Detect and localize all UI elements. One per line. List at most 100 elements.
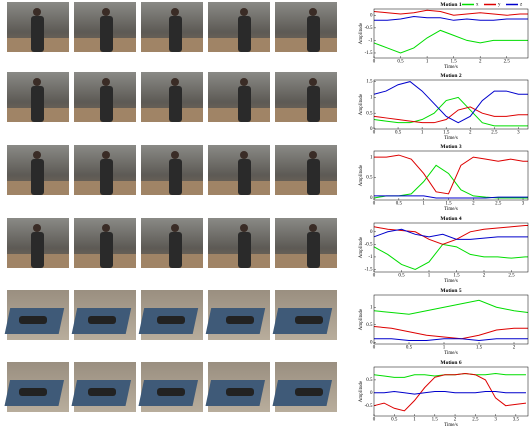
video-frame (4, 290, 69, 340)
x-tick-label: 0.5 (397, 60, 404, 65)
motion-chart: Motion 6 0 0.5 1 1.5 2 2.5 3 3.5 -0.5 0 0.5 Time/s Am… (359, 360, 529, 426)
person-head (171, 224, 179, 232)
y-axis-label: Amplitude (359, 236, 364, 258)
person-head (240, 224, 248, 232)
person-head (102, 151, 110, 159)
video-frame (4, 362, 69, 412)
x-tick-label: 3 (522, 202, 525, 207)
x-axis-label: Time/s (444, 136, 458, 141)
video-frame (205, 290, 270, 340)
video-frame (141, 218, 203, 268)
data-line (373, 29, 528, 54)
x-tick-label: 3 (517, 131, 520, 136)
x-tick-label: 1.5 (443, 131, 450, 136)
video-frame (275, 2, 337, 52)
x-tick-label: 0.5 (406, 346, 413, 351)
video-frame (208, 2, 270, 52)
y-tick-label: 0.5 (366, 176, 373, 181)
data-line (373, 96, 528, 127)
y-tick-label: 0 (370, 340, 373, 345)
data-line (373, 299, 529, 315)
y-tick-label: 0.5 (366, 378, 373, 383)
plot-frame (373, 8, 529, 59)
x-tick-label: 2.5 (495, 202, 502, 207)
person-body (169, 86, 182, 122)
chart-title: Motion 6 (440, 360, 461, 366)
data-line (374, 390, 526, 395)
data-line (374, 338, 528, 342)
motion-chart: Motion 1 0 0.5 1 1.5 2 2.5 -1.5 -1 -0.5 0 Time/s Amp… (359, 2, 529, 70)
x-tick-label: 0 (373, 131, 376, 136)
video-frame (74, 72, 136, 122)
chart-title: Motion 3 (440, 144, 461, 150)
person (226, 316, 254, 324)
x-tick-label: 2 (513, 346, 516, 351)
y-tick-label: -0.5 (365, 26, 373, 31)
data-line (374, 16, 528, 21)
person-body (100, 232, 113, 268)
y-axis-label: Amplitude (359, 22, 364, 44)
person-body (238, 16, 251, 52)
x-axis-label: Time/s (444, 423, 458, 426)
video-frame (141, 145, 203, 195)
person-head (33, 224, 41, 232)
x-tick-label: 1.5 (432, 418, 439, 423)
person-body (307, 159, 320, 195)
person-head (309, 224, 317, 232)
x-tick-label: 1 (428, 274, 431, 279)
person-body (100, 159, 113, 195)
person-head (240, 78, 248, 86)
person-head (33, 151, 41, 159)
person-head (33, 8, 41, 16)
person-head (309, 151, 317, 159)
video-frame (71, 290, 136, 340)
person-body (31, 159, 44, 195)
video-frame (205, 362, 270, 412)
person-body (100, 16, 113, 52)
video-frame (141, 2, 203, 52)
data-line (373, 225, 528, 245)
y-tick-label: 0.5 (366, 323, 373, 328)
y-tick-label: 0 (370, 13, 373, 18)
y-axis-label: Amplitude (359, 93, 364, 115)
video-frame (275, 218, 337, 268)
motion-chart: Motion 4 0 0.5 1 1.5 2 2.5 -1.5 -1 -0.5 0 Time/s Amp… (359, 216, 529, 284)
person-head (102, 224, 110, 232)
y-tick-label: 0 (370, 391, 373, 396)
video-frame (74, 145, 136, 195)
x-tick-label: 0.5 (391, 418, 398, 423)
y-tick-label: -1.5 (365, 51, 373, 56)
person-body (31, 232, 44, 268)
person-body (31, 86, 44, 122)
plot-frame (373, 79, 529, 130)
data-line (373, 9, 528, 16)
y-tick-label: -0.5 (365, 404, 373, 409)
video-frame (7, 2, 69, 52)
person (88, 316, 116, 324)
x-tick-label: 0 (373, 418, 376, 423)
video-frame (275, 72, 337, 122)
legend-label: y (498, 3, 501, 8)
video-frame (138, 362, 203, 412)
y-tick-label: 0 (370, 196, 373, 201)
x-tick-label: 1 (421, 131, 424, 136)
y-tick-label: -0.5 (365, 242, 373, 247)
person-body (31, 16, 44, 52)
person-head (171, 78, 179, 86)
video-frame (208, 145, 270, 195)
data-line (373, 326, 528, 340)
person (19, 388, 47, 396)
x-axis-label: Time/s (444, 351, 458, 356)
x-tick-label: 0 (373, 274, 376, 279)
motion-chart: Motion 3 0 0.5 1 1.5 2 2.5 3 0 0.5 1 Time/s Amplitud… (359, 144, 529, 212)
x-tick-label: 2 (483, 274, 486, 279)
person (19, 316, 47, 324)
y-tick-label: 0.5 (366, 111, 373, 116)
x-tick-label: 0.5 (396, 202, 403, 207)
data-line (373, 164, 528, 199)
x-tick-label: 2 (469, 131, 472, 136)
x-tick-label: 3 (494, 418, 497, 423)
x-axis-label: Time/s (444, 65, 458, 70)
person (157, 388, 185, 396)
